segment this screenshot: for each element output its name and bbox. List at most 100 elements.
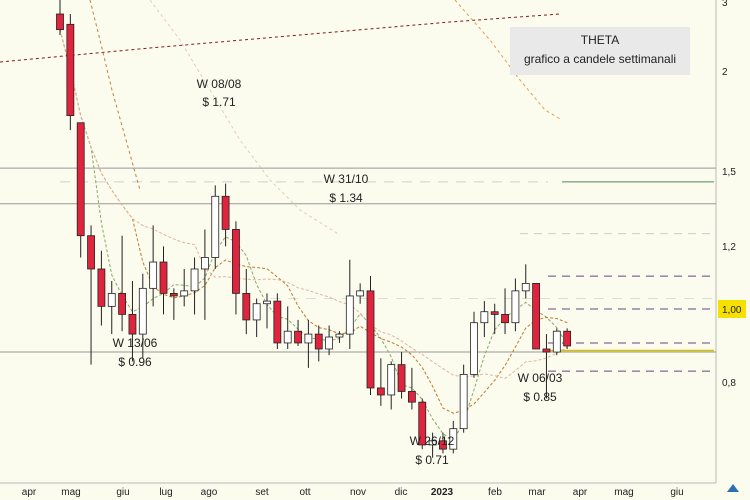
candle	[252, 298, 261, 338]
x-tick-label: lug	[159, 487, 172, 498]
candle-body	[501, 314, 509, 324]
candle	[366, 276, 375, 395]
scroll-marker-icon[interactable]	[727, 484, 739, 492]
candle-body	[263, 300, 271, 305]
y-tick-label: 1,2	[722, 242, 736, 253]
candle-body	[480, 311, 489, 324]
candle-body	[97, 268, 106, 307]
candle-body	[107, 292, 116, 307]
candle	[294, 319, 302, 346]
candle	[87, 225, 95, 365]
candle-body	[304, 333, 313, 344]
candle	[356, 283, 365, 304]
ma-100-line	[454, 0, 563, 121]
candle-body	[314, 333, 323, 350]
candle	[335, 331, 344, 343]
candle	[180, 268, 189, 307]
candle	[97, 250, 106, 326]
y-tick-label: 1,5	[722, 167, 736, 178]
candle	[273, 293, 282, 349]
x-tick-label: ago	[201, 487, 218, 498]
candle-body	[118, 292, 126, 315]
candle-body	[87, 235, 95, 270]
y-tick-label: 2	[722, 67, 728, 78]
candle	[552, 328, 561, 356]
candle-body	[190, 268, 199, 292]
candle-body	[252, 303, 261, 321]
chart-subtitle: grafico a candele settimanali	[524, 52, 676, 66]
candles	[56, 0, 572, 458]
x-tick-label: nov	[350, 487, 366, 498]
candle	[501, 288, 509, 335]
candle	[470, 311, 478, 378]
candle-body	[552, 330, 561, 353]
annotation-price: $ 0.85	[523, 390, 557, 404]
candle-body	[532, 282, 540, 350]
candle-body	[159, 261, 168, 294]
candle	[190, 257, 199, 315]
annotation-price: $ 1.34	[329, 191, 363, 205]
candle-body	[470, 322, 478, 375]
candle-body	[439, 440, 447, 450]
x-tick-label: giu	[116, 487, 129, 498]
candle-body	[335, 333, 344, 338]
candle	[480, 301, 489, 338]
x-tick-label: giu	[670, 487, 683, 498]
y-tick-label: 3	[722, 0, 728, 9]
candle	[325, 325, 334, 356]
candle	[563, 328, 572, 349]
candle-body	[128, 314, 137, 335]
candle	[263, 293, 271, 329]
x-tick-label-year: 2023	[431, 487, 454, 498]
candle	[397, 352, 406, 399]
legend: THETA grafico a candele settimanali	[510, 27, 690, 75]
candle	[149, 225, 158, 307]
candle-body	[221, 195, 230, 230]
annotation-price: $ 0.71	[415, 453, 449, 467]
candle	[376, 358, 385, 406]
candle	[283, 306, 292, 349]
candle	[56, 0, 64, 36]
candle-body	[138, 287, 147, 335]
candle-body	[366, 290, 375, 389]
x-tick-label: mag	[614, 487, 633, 498]
candle	[439, 432, 447, 454]
candle	[304, 319, 313, 368]
candle-body	[66, 23, 75, 116]
candle-body	[283, 330, 292, 344]
ma-200-line	[0, 13, 561, 63]
annotation-week: W 31/10	[324, 172, 369, 186]
candle	[407, 367, 416, 410]
candle	[66, 13, 75, 131]
candle	[542, 334, 551, 399]
x-tick-label: feb	[488, 487, 502, 498]
candle-body	[521, 282, 530, 292]
candle-body	[76, 122, 85, 237]
x-tick-label: apr	[573, 487, 588, 498]
annotation-price: $ 0.96	[118, 355, 152, 369]
candle-body	[397, 364, 406, 392]
candle-body	[242, 292, 251, 321]
x-tick-label: mag	[61, 487, 80, 498]
candle-body	[376, 387, 385, 396]
candle-body	[325, 336, 334, 350]
candle-body	[180, 290, 189, 297]
candle	[76, 122, 85, 258]
candle-body	[449, 428, 458, 450]
ma-50-line	[149, 0, 341, 236]
candle	[159, 246, 168, 315]
x-tick-label: apr	[22, 487, 37, 498]
x-axis-labels: apr mag giu lug ago set ott nov dic 2023…	[22, 487, 684, 498]
annotation-week: W 13/06	[113, 336, 158, 350]
candle	[490, 303, 499, 335]
x-tick-label: mar	[528, 487, 546, 498]
candle-body	[490, 311, 499, 315]
candle-body	[294, 330, 302, 344]
candle	[211, 185, 220, 269]
candle-body	[211, 195, 220, 258]
candle	[532, 282, 540, 350]
y-tick-label-current: 1,00	[722, 305, 742, 316]
candle-body	[273, 300, 282, 344]
candle	[169, 288, 178, 320]
